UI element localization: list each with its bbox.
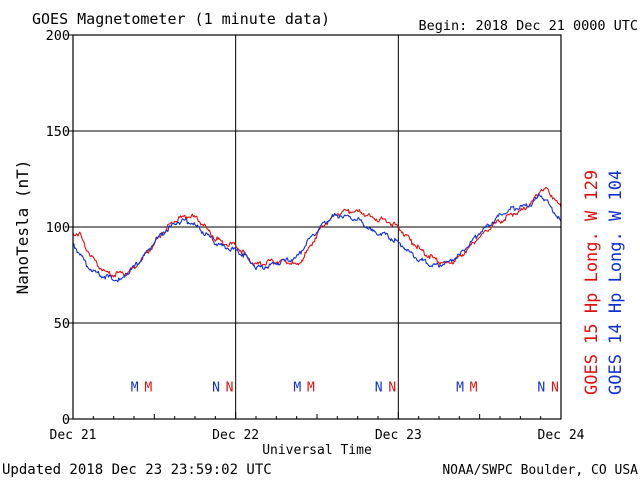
marker-m: M — [131, 380, 139, 395]
x-tick-label: Dec 24 — [538, 428, 585, 443]
x-axis-ticks: Dec 21 Dec 22 Dec 23 Dec 24 — [50, 412, 585, 443]
y-axis-ticks: 0 50 100 150 200 — [46, 28, 73, 428]
x-axis-label: Universal Time — [262, 443, 372, 458]
y-tick-label: 50 — [54, 316, 70, 332]
series-line-goes14 — [73, 193, 561, 283]
y-tick-label: 0 — [62, 412, 70, 428]
y-tick-label: 150 — [46, 124, 70, 140]
marker-n: N — [226, 380, 234, 395]
marker-n: N — [551, 380, 559, 395]
begin-time: Begin: 2018 Dec 21 0000 UTC — [419, 18, 638, 34]
x-tick-label: Dec 21 — [50, 428, 97, 443]
y-tick-label: 100 — [46, 220, 70, 236]
series-layer — [73, 186, 561, 283]
marker-m: M — [456, 380, 464, 395]
updated-timestamp: Updated 2018 Dec 23 23:59:02 UTC — [2, 462, 272, 478]
credit-text: NOAA/SWPC Boulder, CO USA — [442, 463, 638, 478]
y-axis-label: NanoTesla (nT) — [13, 160, 32, 295]
marker-m: M — [307, 380, 315, 395]
plot-frame — [72, 34, 562, 420]
marker-m: M — [470, 380, 478, 395]
chart-title: GOES Magnetometer (1 minute data) — [32, 10, 330, 28]
marker-n: N — [375, 380, 383, 395]
marker-n: N — [212, 380, 220, 395]
marker-n: N — [388, 380, 396, 395]
legend-goes15: GOES 15 Hp Long. W 129 — [582, 170, 602, 395]
legend-goes14: GOES 14 Hp Long. W 104 — [606, 170, 626, 395]
marker-m: M — [144, 380, 152, 395]
x-tick-label: Dec 22 — [212, 428, 259, 443]
marker-m: M — [293, 380, 301, 395]
y-tick-label: 200 — [46, 28, 70, 44]
marker-n: N — [537, 380, 545, 395]
x-tick-label: Dec 23 — [375, 428, 422, 443]
